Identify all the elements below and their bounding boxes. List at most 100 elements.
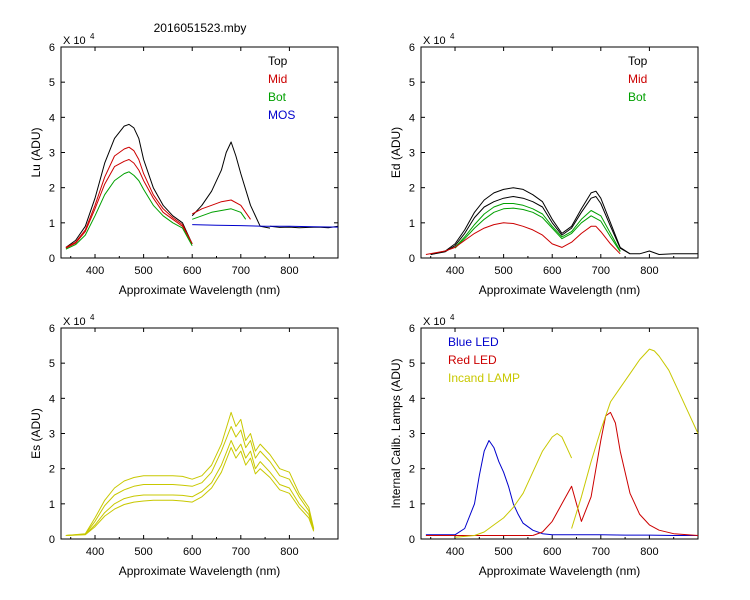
es-ytick-label: 0 (49, 534, 55, 546)
ed-ytick-label: 3 (409, 148, 415, 160)
es-scale-label: X 10 (63, 316, 86, 328)
ed-series-mid (425, 222, 621, 255)
lamps-xtick-label: 800 (640, 546, 658, 558)
lamps-series-incand-lamp (454, 433, 573, 538)
lu-ylabel: Lu (ADU) (29, 127, 43, 177)
lu-xlabel: Approximate Wavelength (nm) (119, 283, 281, 297)
lamps-ytick-label: 0 (409, 534, 415, 546)
es-plot-frame (60, 327, 339, 540)
lamps-ytick-label: 4 (409, 393, 415, 405)
lamps-legend-incand-lamp: Incand LAMP (448, 371, 520, 385)
es-ytick-label: 4 (49, 393, 55, 405)
ed-series-top (430, 187, 698, 255)
es-ytick-label: 3 (49, 429, 55, 441)
lu-series-mid (65, 159, 193, 249)
lu-legend-bot: Bot (268, 90, 287, 104)
lamps-ytick-label: 6 (409, 323, 415, 335)
es-ytick-label: 1 (49, 499, 55, 511)
lu-xtick-label: 700 (232, 265, 250, 277)
ed-xtick-label: 400 (446, 265, 464, 277)
es-ytick-label: 5 (49, 358, 55, 370)
lu-ytick-label: 6 (49, 42, 55, 54)
lamps-ytick-label: 2 (409, 464, 415, 476)
ed-xtick-label: 800 (640, 265, 658, 277)
lamps-legend-blue-led: Blue LED (448, 335, 499, 349)
ed-ytick-label: 2 (409, 183, 415, 195)
ed-series-bot (454, 203, 621, 252)
lamps-ytick-label: 1 (409, 499, 415, 511)
ed-scale-exponent: 4 (450, 32, 455, 41)
ed-legend-bot: Bot (628, 90, 647, 104)
lamps-series-blue-led (425, 440, 698, 536)
lu-ytick-label: 2 (49, 183, 55, 195)
es-series-es (65, 440, 315, 536)
file-title: 2016051523.mby (154, 21, 247, 35)
lu-series-top (269, 225, 339, 229)
lamps-series-red-led (532, 411, 699, 536)
ed-legend-mid: Mid (628, 72, 647, 86)
ed-xtick-label: 500 (494, 265, 512, 277)
ed-xlabel: Approximate Wavelength (nm) (479, 283, 641, 297)
lamps-ytick-label: 5 (409, 358, 415, 370)
lu-series-mid (191, 199, 251, 220)
es-xlabel: Approximate Wavelength (nm) (119, 564, 281, 578)
lu-series-bot (65, 171, 193, 250)
es-series-es (65, 411, 315, 536)
lu-xtick-label: 600 (183, 265, 201, 277)
ed-series-bot (454, 207, 621, 252)
es-series-es (65, 426, 315, 536)
es-xtick-label: 400 (86, 546, 104, 558)
lu-xtick-label: 800 (280, 265, 298, 277)
ed-plot-frame (420, 46, 699, 259)
ed-xtick-label: 600 (543, 265, 561, 277)
es-xtick-label: 700 (232, 546, 250, 558)
lu-legend-mid: Mid (268, 72, 287, 86)
lu-ytick-label: 3 (49, 148, 55, 160)
lamps-xtick-label: 400 (446, 546, 464, 558)
lamps-scale-label: X 10 (423, 316, 446, 328)
lu-series-mos (192, 224, 339, 228)
lu-series-bot (192, 208, 247, 220)
lu-legend-mos: MOS (268, 108, 295, 122)
lamps-xlabel: Approximate Wavelength (nm) (479, 564, 641, 578)
lamps-ylabel: Internal Calib. Lamps (ADU) (389, 358, 403, 508)
lamps-xtick-label: 600 (543, 546, 561, 558)
lu-series-mid (65, 146, 193, 248)
ed-ytick-label: 4 (409, 112, 415, 124)
lu-series-top (65, 123, 193, 248)
lu-xtick-label: 500 (134, 265, 152, 277)
ed-scale-label: X 10 (423, 35, 446, 47)
es-ylabel: Es (ADU) (29, 408, 43, 459)
lu-ytick-label: 4 (49, 112, 55, 124)
ed-ytick-label: 6 (409, 42, 415, 54)
lu-ytick-label: 0 (49, 253, 55, 265)
lu-ytick-label: 1 (49, 218, 55, 230)
lu-legend-top: Top (268, 54, 288, 68)
ed-legend-top: Top (628, 54, 648, 68)
lu-scale-label: X 10 (63, 35, 86, 47)
ed-ylabel: Ed (ADU) (389, 127, 403, 178)
lu-scale-exponent: 4 (90, 32, 95, 41)
es-scale-exponent: 4 (90, 313, 95, 322)
ed-ytick-label: 0 (409, 253, 415, 265)
lamps-xtick-label: 700 (592, 546, 610, 558)
es-xtick-label: 500 (134, 546, 152, 558)
lu-ytick-label: 5 (49, 77, 55, 89)
lamps-ytick-label: 3 (409, 429, 415, 441)
lu-series-top (191, 141, 271, 229)
lu-xtick-label: 400 (86, 265, 104, 277)
ed-ytick-label: 5 (409, 77, 415, 89)
lamps-series-incand-lamp (571, 348, 699, 529)
lamps-xtick-label: 500 (494, 546, 512, 558)
lamps-scale-exponent: 4 (450, 313, 455, 322)
ed-series-top (430, 196, 631, 255)
es-series-es (65, 447, 315, 536)
es-ytick-label: 6 (49, 323, 55, 335)
es-xtick-label: 600 (183, 546, 201, 558)
lamps-legend-red-led: Red LED (448, 353, 497, 367)
es-ytick-label: 2 (49, 464, 55, 476)
ed-xtick-label: 700 (592, 265, 610, 277)
ed-ytick-label: 1 (409, 218, 415, 230)
es-xtick-label: 800 (280, 546, 298, 558)
